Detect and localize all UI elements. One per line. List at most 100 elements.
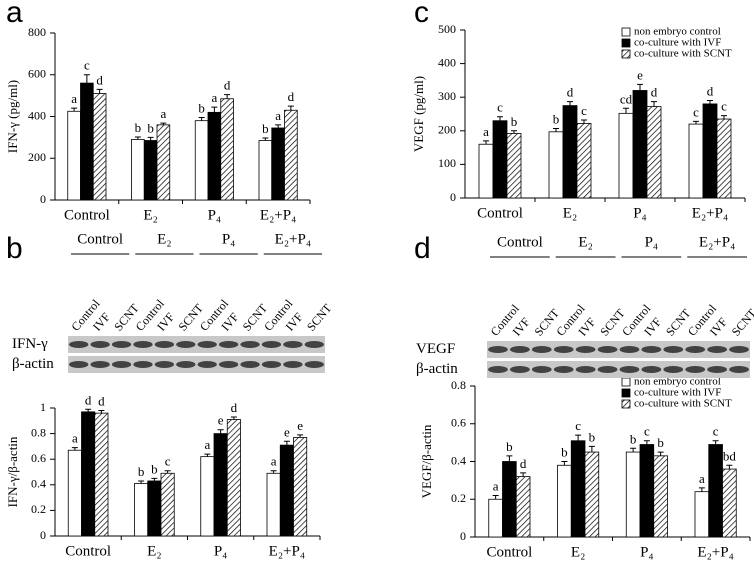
y-tick-label: 0 (40, 528, 46, 542)
bar (639, 444, 655, 538)
bar (160, 472, 175, 537)
significance-letter: a (493, 478, 499, 493)
significance-letter: b (151, 461, 158, 476)
x-tick-label: E₂+P₄ (697, 544, 733, 560)
legend-swatch (621, 38, 631, 48)
error-bar (287, 105, 294, 111)
significance-letter: d (96, 72, 103, 87)
significance-letter: b (561, 444, 568, 459)
significance-letter: c (693, 104, 699, 119)
error-bar (147, 136, 154, 141)
significance-letter: e (218, 413, 224, 428)
error-bar (134, 136, 141, 140)
significance-letter: b (138, 464, 145, 479)
blot-group-label: Control (497, 234, 543, 250)
y-tick-label: 600 (28, 67, 46, 81)
y-tick-label: 0 (460, 529, 466, 543)
blot-band (597, 366, 618, 373)
error-bar (224, 94, 231, 99)
bar (708, 444, 723, 538)
bar (722, 468, 737, 538)
error-bar (262, 137, 269, 141)
error-bar (283, 440, 290, 446)
y-tick-label: 0.8 (451, 378, 466, 392)
panel-label: d (414, 232, 431, 265)
blot-band (685, 366, 706, 373)
error-bar (561, 461, 568, 466)
blot-band (488, 346, 508, 353)
legend-label: co-culture with SCNT (634, 398, 732, 410)
bar (194, 120, 209, 201)
blot-band (197, 341, 217, 348)
blot-band (575, 346, 596, 353)
legend-label: non embryo control (634, 376, 721, 388)
x-tick-label: Control (65, 543, 111, 559)
bar (200, 456, 215, 537)
significance-letter: a (483, 124, 489, 139)
bar (94, 412, 109, 537)
legend-swatch (621, 27, 631, 37)
x-tick-label: E₂ (147, 543, 161, 559)
y-tick-label: 200 (438, 123, 456, 137)
significance-letter: c (581, 103, 587, 118)
bar (258, 140, 273, 201)
x-tick-label: E₂ (143, 207, 157, 223)
panel-label: b (6, 232, 23, 265)
error-bar (230, 416, 237, 420)
significance-letter: d (567, 85, 574, 100)
blot-band (685, 346, 706, 353)
blot-band (283, 361, 303, 368)
error-bar (297, 434, 304, 438)
error-bar (588, 445, 595, 453)
bar (618, 112, 634, 199)
bar (279, 444, 294, 537)
blot-band (90, 341, 110, 348)
x-tick-label: E₂ (563, 205, 577, 221)
blot-group-label: P₄ (645, 234, 659, 250)
significance-letter: b (657, 435, 664, 450)
error-bar (553, 127, 559, 132)
blot-band (218, 361, 239, 368)
error-bar (483, 140, 489, 145)
bar (226, 419, 241, 537)
blot-band (154, 361, 175, 368)
x-tick-label: P₄ (640, 544, 654, 560)
significance-letter: c (721, 99, 727, 114)
blot-band (488, 366, 508, 373)
y-tick-label: 1 (40, 400, 46, 414)
blot-lane-label: SCNT (304, 301, 335, 334)
y-axis-label: VEGF (pg/ml) (411, 76, 426, 152)
significance-letter: b (147, 120, 154, 135)
blot-band (111, 361, 132, 368)
error-bar (698, 487, 705, 492)
error-bar (492, 494, 499, 500)
blot-band (663, 346, 684, 353)
error-bar (567, 101, 573, 106)
bar (716, 118, 732, 199)
significance-letter: b (630, 431, 637, 446)
significance-letter: c (497, 100, 503, 115)
significance-letter: d (224, 78, 231, 93)
significance-letter: a (211, 90, 217, 105)
error-bar (71, 107, 78, 112)
significance-letter: b (506, 439, 513, 454)
bar (688, 123, 704, 199)
blot-row-label: β-actin (12, 356, 54, 372)
bar (570, 440, 586, 538)
bar (80, 82, 94, 201)
blot-band (531, 346, 552, 353)
x-tick-label: P₄ (633, 205, 647, 221)
significance-letter: a (271, 454, 277, 469)
significance-letter: d (707, 84, 714, 99)
bar (284, 109, 298, 201)
bar (576, 123, 592, 199)
blot-band (619, 346, 640, 353)
significance-letter: c (713, 424, 719, 439)
y-tick-label: 500 (438, 22, 456, 36)
significance-letter: e (297, 418, 303, 433)
blot-band (575, 366, 596, 373)
error-bar (85, 408, 92, 412)
bar (220, 98, 234, 201)
blot-group-label: E₂ (157, 231, 171, 247)
